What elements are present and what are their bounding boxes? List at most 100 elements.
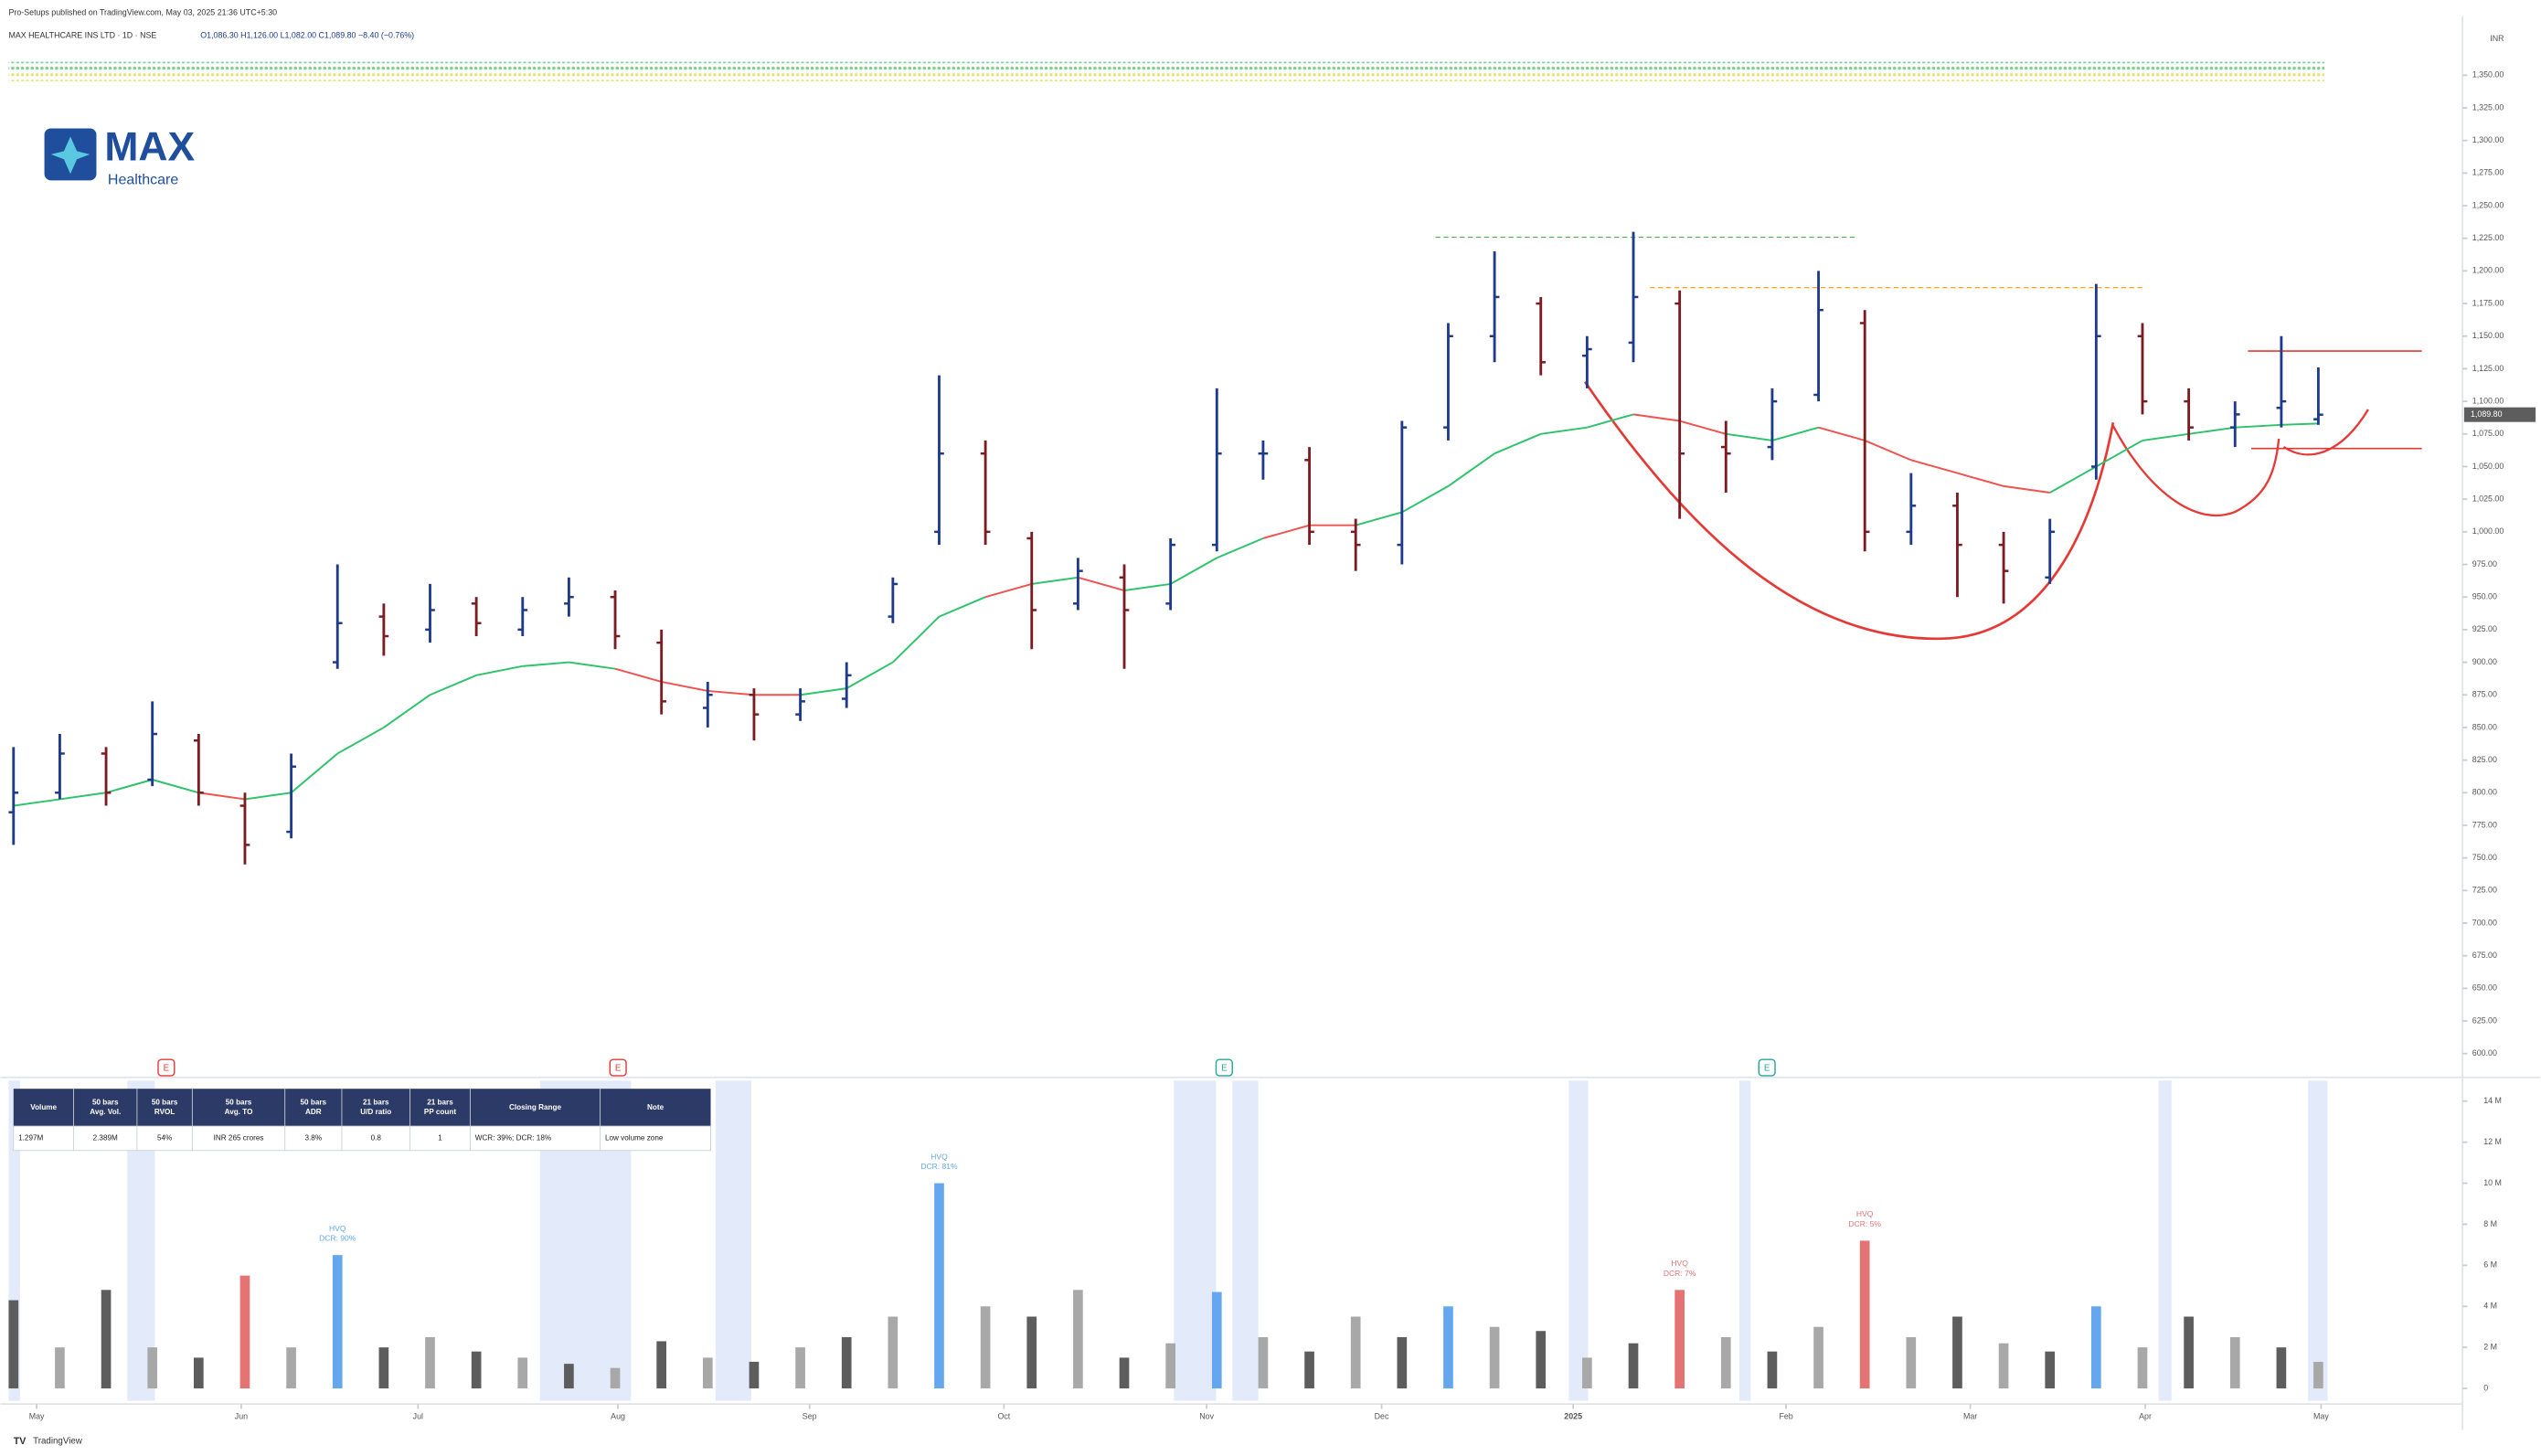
moving-average [707, 689, 755, 696]
y-tick-label: 975.00 [2472, 559, 2497, 569]
moving-average [2003, 484, 2050, 494]
table-header: Note [647, 1103, 664, 1111]
volume-bar [841, 1336, 852, 1389]
table-cell: Low volume zone [605, 1134, 664, 1142]
volume-bar [2313, 1361, 2323, 1389]
volume-bar [55, 1347, 65, 1389]
y-tick-label: 1,100.00 [2472, 396, 2504, 405]
table-cell: 54% [157, 1134, 172, 1142]
moving-average [13, 798, 60, 807]
x-tick-label: Jul [413, 1412, 423, 1421]
moving-average [984, 582, 1033, 599]
y-tick-label: 650.00 [2472, 983, 2497, 993]
y-tick-label: 1,050.00 [2472, 462, 2504, 471]
volume-bar [1536, 1331, 1547, 1389]
zone [1232, 1080, 1259, 1401]
tv-mark: TV [14, 1436, 27, 1447]
volume-bar [1906, 1336, 1917, 1389]
annotation: DCR: 7% [1664, 1269, 1696, 1278]
moving-average [1864, 440, 1912, 462]
moving-average [1031, 576, 1079, 585]
volume-bar [2091, 1306, 2101, 1389]
y-tick-label: 1,250.00 [2472, 200, 2504, 209]
x-tick-label: 2025 [1564, 1412, 1582, 1421]
y-tick-label: 950.00 [2472, 592, 2497, 601]
volume-bar [378, 1347, 389, 1389]
logo: MAX Healthcare [44, 124, 195, 188]
ohlc-readout: O1,086.30 H1,126.00 L1,082.00 C1,089.80 … [200, 30, 414, 39]
y-tick-label: 14 M [2483, 1096, 2502, 1105]
moving-average [1771, 426, 1819, 441]
event-marker [1758, 1058, 1776, 1077]
zone [715, 1080, 751, 1401]
moving-average [522, 661, 569, 667]
volume-bar [1073, 1290, 1083, 1389]
volume-bar [471, 1351, 482, 1389]
volume-bar [332, 1255, 343, 1389]
moving-average [1123, 582, 1171, 592]
volume-bar [1119, 1357, 1130, 1389]
y-tick-label: 1,350.00 [2472, 70, 2504, 80]
published-line: Pro-Setups published on TradingView.com,… [8, 8, 277, 17]
table-header: 50 bars [92, 1098, 119, 1106]
last-price-label: 1,089.80 [2471, 409, 2503, 419]
table-header-bg [13, 1089, 711, 1127]
table-cell: WCR: 39%; DCR: 18% [475, 1134, 551, 1142]
moving-average [892, 615, 941, 664]
volume-bar [934, 1183, 944, 1389]
y-tick-label: 1,200.00 [2472, 266, 2504, 275]
volume-bar [8, 1300, 19, 1389]
table-header: Avg. TO [225, 1108, 253, 1116]
volume-bar [2137, 1347, 2148, 1389]
y-tick-label: 8 M [2483, 1219, 2497, 1228]
table-row-bg [13, 1125, 711, 1152]
y-tick-label: 1,000.00 [2472, 526, 2504, 536]
table-header: Volume [30, 1103, 57, 1111]
moving-average [475, 664, 523, 676]
x-tick-label: May [29, 1412, 45, 1421]
y-tick-label: 1,225.00 [2472, 233, 2504, 242]
currency: INR [2490, 34, 2504, 43]
moving-average [336, 727, 385, 755]
volume-bar [2045, 1351, 2056, 1389]
x-tick-label: Nov [1199, 1412, 1214, 1421]
y-tick-label: 4 M [2483, 1302, 2497, 1311]
volume-bar [1767, 1351, 1778, 1389]
volume-bar [702, 1357, 713, 1389]
volume-bar [101, 1290, 112, 1389]
volume-bar [888, 1316, 898, 1389]
moving-average [1170, 557, 1217, 585]
moving-average [1726, 432, 1773, 441]
volume-bar [1675, 1290, 1685, 1389]
moving-average [1910, 459, 1958, 474]
moving-average [1818, 426, 1866, 441]
moving-average [105, 779, 153, 794]
volume-bar [980, 1306, 991, 1389]
moving-average [800, 687, 847, 696]
x-tick-label: Aug [611, 1412, 625, 1421]
volume-bar [1489, 1326, 1500, 1389]
annotation: HVQ [1856, 1209, 1874, 1218]
moving-average [152, 779, 199, 794]
moving-average [1216, 537, 1264, 559]
moving-average [1494, 432, 1542, 455]
moving-average [1078, 576, 1125, 592]
table-header: ADR [305, 1108, 322, 1116]
volume-bar [1813, 1326, 1823, 1389]
y-tick-label: 700.00 [2472, 918, 2497, 927]
signal-strip [8, 73, 2324, 81]
volume-bar [1582, 1357, 1592, 1389]
moving-average [845, 661, 894, 689]
volume-bar [610, 1367, 621, 1389]
y-tick-label: 10 M [2483, 1178, 2502, 1187]
y-tick-label: 850.00 [2472, 722, 2497, 731]
volume-bar [1859, 1240, 1870, 1389]
y-tick-label: 1,075.00 [2472, 429, 2504, 438]
volume-bar [193, 1357, 204, 1389]
event-label: E [164, 1064, 170, 1074]
event-label: E [1221, 1064, 1228, 1074]
x-tick-label: Jun [235, 1412, 248, 1421]
table-header: 50 bars [301, 1098, 327, 1106]
moving-average [244, 792, 292, 801]
moving-average [1587, 413, 1634, 429]
